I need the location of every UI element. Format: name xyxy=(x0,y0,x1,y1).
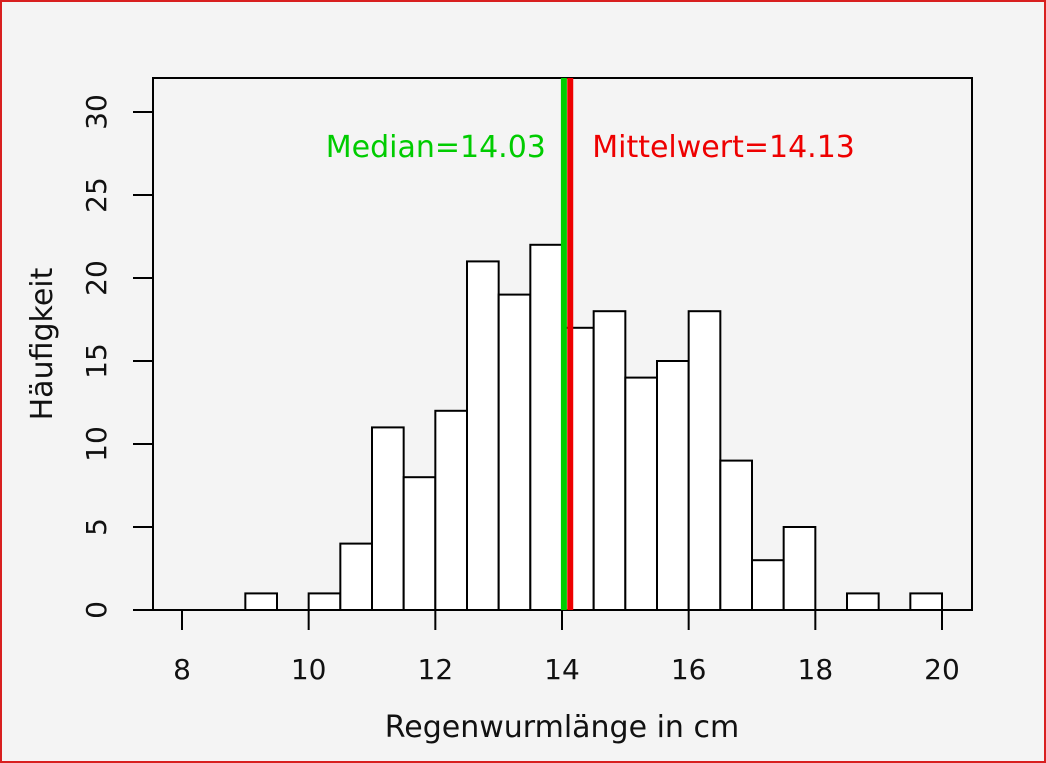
histogram-bar xyxy=(434,409,469,611)
x-tick-label: 10 xyxy=(291,653,327,686)
histogram-bar xyxy=(466,260,500,611)
histogram-bar xyxy=(751,559,785,612)
y-tick-label: 30 xyxy=(80,94,113,130)
histogram-bar xyxy=(656,360,690,611)
x-tick-label: 16 xyxy=(671,653,707,686)
histogram-bar xyxy=(624,376,658,611)
histogram-bar xyxy=(846,592,880,612)
histogram-bar xyxy=(687,310,722,611)
histogram-bar xyxy=(244,592,278,612)
y-tick-label: 20 xyxy=(80,260,113,296)
y-axis-label: Häufigkeit xyxy=(25,267,60,420)
mean-label: Mittelwert=14.13 xyxy=(592,130,855,165)
x-tick-label: 14 xyxy=(544,653,580,686)
y-tick-label: 25 xyxy=(80,177,113,213)
x-axis-label: Regenwurmlänge in cm xyxy=(385,710,739,745)
histogram-bar xyxy=(307,592,342,612)
x-tick-label: 20 xyxy=(924,653,960,686)
histogram-bar xyxy=(529,243,563,612)
histogram-bar xyxy=(909,592,943,612)
histogram-bar xyxy=(339,542,374,611)
x-tick-label: 8 xyxy=(173,653,191,686)
histogram-bar xyxy=(371,426,405,611)
histogram-bar xyxy=(782,526,817,611)
histogram-bar xyxy=(592,310,627,611)
median-label: Median=14.03 xyxy=(326,130,546,165)
histogram-bar xyxy=(719,459,753,611)
y-tick-label: 0 xyxy=(80,601,113,619)
histogram-bar xyxy=(402,476,437,612)
y-tick-label: 10 xyxy=(80,426,113,462)
histogram-bar xyxy=(497,293,532,611)
x-tick-label: 12 xyxy=(418,653,454,686)
x-tick-label: 18 xyxy=(798,653,834,686)
y-tick-label: 5 xyxy=(80,518,113,536)
y-tick-label: 15 xyxy=(80,343,113,379)
